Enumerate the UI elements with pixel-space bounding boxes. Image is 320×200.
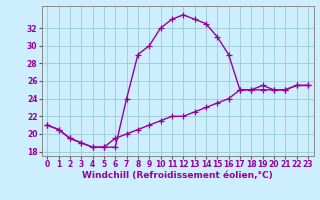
X-axis label: Windchill (Refroidissement éolien,°C): Windchill (Refroidissement éolien,°C) — [82, 171, 273, 180]
